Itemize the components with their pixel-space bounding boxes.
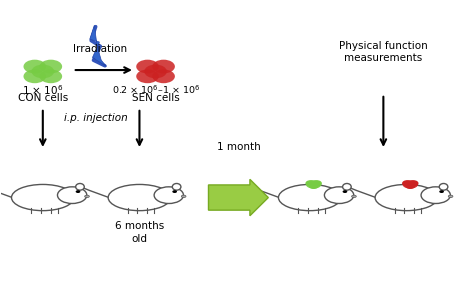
Circle shape [172,190,177,193]
Ellipse shape [172,183,181,190]
Ellipse shape [448,195,453,198]
Text: 6 months
old: 6 months old [115,221,164,244]
Circle shape [24,60,46,73]
Circle shape [136,60,159,73]
FancyArrow shape [208,179,269,216]
Text: Physical function
measurements: Physical function measurements [339,41,428,63]
Circle shape [439,190,444,193]
Ellipse shape [12,185,74,211]
Ellipse shape [57,187,87,203]
Text: SEN cells: SEN cells [131,93,180,103]
Text: 0.2 $\times$ 10$^6$–1 $\times$ 10$^6$: 0.2 $\times$ 10$^6$–1 $\times$ 10$^6$ [112,83,200,96]
Circle shape [343,190,347,193]
Ellipse shape [351,195,357,198]
Circle shape [75,190,81,193]
Circle shape [312,180,322,186]
Ellipse shape [343,183,351,190]
Ellipse shape [108,185,171,211]
Text: 1 month: 1 month [217,142,260,152]
Circle shape [40,60,62,73]
Text: CON cells: CON cells [18,93,68,103]
Circle shape [31,65,54,78]
Ellipse shape [325,187,354,203]
Circle shape [152,60,175,73]
Ellipse shape [85,195,89,198]
Ellipse shape [306,180,321,188]
Ellipse shape [154,187,183,203]
Text: i.p. injection: i.p. injection [64,113,128,123]
Circle shape [308,183,319,189]
Circle shape [40,70,62,83]
Ellipse shape [421,187,450,203]
Ellipse shape [439,183,448,190]
Ellipse shape [278,185,341,211]
Circle shape [24,70,46,83]
Circle shape [152,70,175,83]
Circle shape [144,65,167,78]
Ellipse shape [375,185,438,211]
Ellipse shape [75,183,84,190]
Circle shape [402,180,412,186]
Polygon shape [90,25,106,67]
Ellipse shape [402,180,418,188]
Circle shape [136,70,159,83]
Text: 1 $\times$ 10$^6$: 1 $\times$ 10$^6$ [22,83,63,97]
Circle shape [306,180,316,186]
Ellipse shape [181,195,186,198]
Text: Irradiation: Irradiation [73,44,127,54]
Circle shape [405,183,415,189]
Circle shape [408,180,419,186]
